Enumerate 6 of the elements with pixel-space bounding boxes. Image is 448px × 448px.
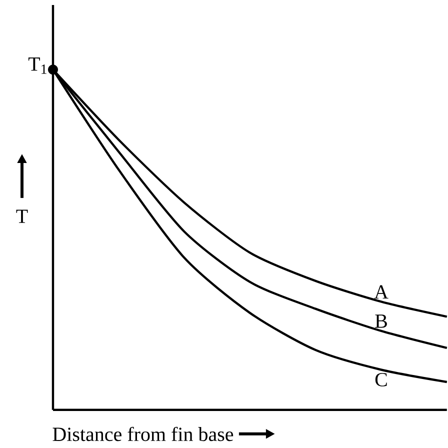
y-axis-title: T xyxy=(16,210,28,223)
series-label: C xyxy=(375,372,387,386)
series-label: A xyxy=(374,285,388,299)
text: T$_{1}$ xyxy=(28,58,46,74)
x-axis-title: Distance from fin base xyxy=(52,426,234,442)
series-label: B xyxy=(375,314,387,328)
